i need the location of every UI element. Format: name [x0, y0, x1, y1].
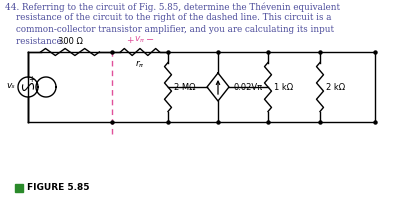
Text: $r_π$: $r_π$: [135, 59, 145, 71]
Text: 44. Referring to the circuit of Fig. 5.85, determine the Thévenin equivalent: 44. Referring to the circuit of Fig. 5.8…: [5, 2, 340, 11]
Text: resistance of the circuit to the right of the dashed line. This circuit is a: resistance of the circuit to the right o…: [5, 13, 332, 22]
Text: resistance.: resistance.: [5, 37, 65, 45]
Text: 2 kΩ: 2 kΩ: [326, 82, 345, 92]
Text: −: −: [146, 35, 154, 45]
Text: 2 MΩ: 2 MΩ: [174, 82, 196, 92]
Text: +: +: [126, 36, 134, 45]
Text: 0.02Vπ: 0.02Vπ: [233, 82, 262, 92]
Bar: [15, 184, 23, 192]
Text: 300 Ω: 300 Ω: [57, 37, 83, 46]
Text: 1 kΩ: 1 kΩ: [274, 82, 293, 92]
Text: common-collector transistor amplifier, and you are calculating its input: common-collector transistor amplifier, a…: [5, 25, 334, 34]
Text: vₛ: vₛ: [6, 81, 15, 90]
Text: $v_π$: $v_π$: [134, 34, 146, 45]
Text: FIGURE 5.85: FIGURE 5.85: [27, 184, 89, 193]
Text: +: +: [28, 75, 34, 84]
